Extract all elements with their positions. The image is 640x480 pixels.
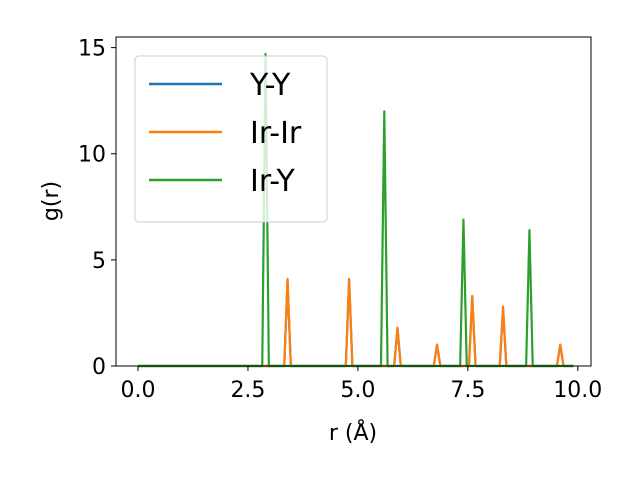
- legend-label-2: Ir-Y: [250, 164, 296, 199]
- y-tick-label: 15: [78, 37, 106, 62]
- y-tick-label: 0: [92, 355, 106, 380]
- x-axis-label: r (Å): [329, 419, 377, 446]
- series-line-0: [137, 277, 574, 368]
- plot-frame: [115, 36, 592, 367]
- series-line-1: [137, 277, 574, 368]
- x-tick-label: 0.0: [120, 378, 155, 403]
- y-axis-label: g(r): [39, 181, 64, 221]
- x-tick-label: 10.0: [553, 378, 602, 403]
- legend: Y-Y Ir-Ir Ir-Y: [134, 55, 328, 223]
- x-axis: 0.0 2.5 5.0 7.5 10.0: [120, 366, 602, 403]
- y-tick-label: 5: [92, 249, 106, 274]
- x-tick-label: 7.5: [450, 378, 485, 403]
- legend-label-0: Y-Y: [249, 68, 291, 103]
- y-axis: 0 5 10 15: [78, 37, 116, 380]
- x-tick-label: 5.0: [340, 378, 375, 403]
- legend-label-1: Ir-Ir: [250, 116, 302, 151]
- y-tick-label: 10: [78, 143, 106, 168]
- x-tick-label: 2.5: [230, 378, 265, 403]
